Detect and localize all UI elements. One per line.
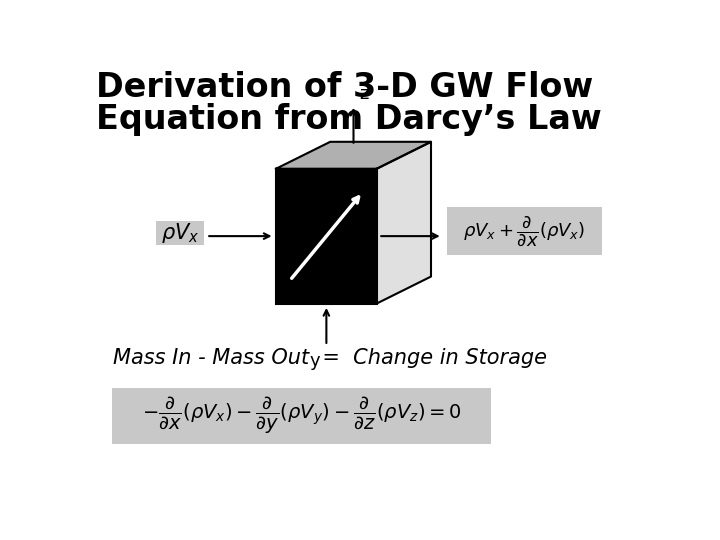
Bar: [276, 168, 377, 303]
Text: z: z: [359, 85, 369, 103]
Polygon shape: [276, 142, 431, 168]
Text: y: y: [310, 352, 320, 370]
Bar: [446, 207, 601, 254]
Text: Equation from Darcy’s Law: Equation from Darcy’s Law: [96, 103, 602, 136]
Polygon shape: [377, 142, 431, 303]
Text: Mass In - Mass Out  =  Change in Storage: Mass In - Mass Out = Change in Storage: [113, 348, 547, 368]
Text: $-\dfrac{\partial}{\partial x}(\rho V_x)-\dfrac{\partial}{\partial y}(\rho V_y)-: $-\dfrac{\partial}{\partial x}(\rho V_x)…: [142, 395, 462, 436]
Bar: [112, 388, 492, 444]
Text: $\rho V_x + \dfrac{\partial}{\partial x}(\rho V_x)$: $\rho V_x + \dfrac{\partial}{\partial x}…: [463, 214, 585, 248]
Bar: [156, 221, 204, 245]
Text: $\rho V_x$: $\rho V_x$: [161, 221, 199, 245]
Text: Derivation of 3-D GW Flow: Derivation of 3-D GW Flow: [96, 71, 593, 104]
